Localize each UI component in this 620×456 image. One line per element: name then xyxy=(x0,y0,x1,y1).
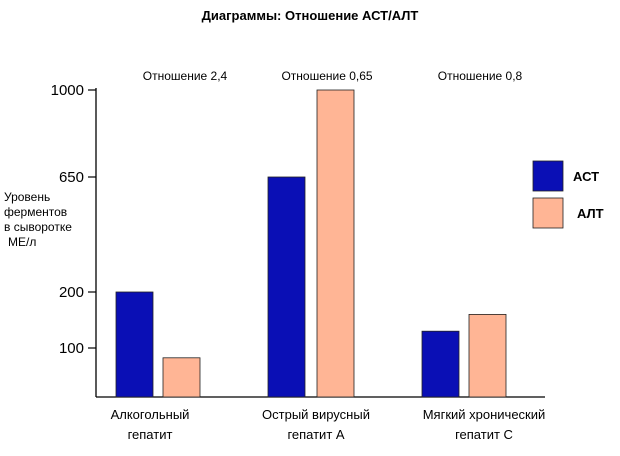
legend: АСТ АЛТ xyxy=(532,160,604,229)
bar-АСТ-1 xyxy=(267,176,306,398)
y-axis-label-line-2: ферментов xyxy=(4,205,67,219)
y-axis-label-line-3: в сыворотке xyxy=(4,220,72,234)
legend-label-АЛТ: АЛТ xyxy=(577,206,604,221)
labels: 100 200 650 1000 Отношение 2,4 Отношение 0,65… xyxy=(51,69,546,442)
bars xyxy=(115,89,507,398)
y-tick-label-200: 200 xyxy=(59,284,84,301)
ratio-label-1: Отношение 0,65 xyxy=(281,69,372,83)
y-axis-label-line-4: МЕ/л xyxy=(8,235,36,249)
category-label-1-line-0: Острый вирусный xyxy=(262,407,370,422)
category-label-0-line-1: гепатит xyxy=(128,427,173,442)
category-label-1-line-1: гепатит А xyxy=(287,427,344,442)
y-tick-label-100: 100 xyxy=(59,340,84,357)
bar-АСТ-2 xyxy=(421,330,460,398)
chart-title: Диаграммы: Отношение АСТ/АЛТ xyxy=(202,8,419,23)
bar-АЛТ-2 xyxy=(468,313,507,398)
ratio-label-2: Отношение 0,8 xyxy=(438,69,523,83)
y-axis-label: Уровень ферментов в сыворотке МЕ/л xyxy=(4,190,72,249)
category-label-2-line-0: Мягкий хронический xyxy=(423,407,546,422)
legend-label-АСТ: АСТ xyxy=(573,169,599,184)
bar-АЛТ-1 xyxy=(316,89,355,398)
y-tick-label-650: 650 xyxy=(59,169,84,186)
bar-АЛТ-0 xyxy=(162,357,201,398)
y-axis-label-line-1: Уровень xyxy=(4,190,50,204)
legend-swatch-АСТ xyxy=(532,160,564,192)
category-label-2-line-1: гепатит С xyxy=(455,427,513,442)
legend-swatch-АЛТ xyxy=(532,197,564,229)
y-tick-label-1000: 1000 xyxy=(51,82,84,99)
ratio-label-0: Отношение 2,4 xyxy=(143,69,228,83)
category-label-0-line-0: Алкогольный xyxy=(111,407,190,422)
bar-АСТ-0 xyxy=(115,291,154,398)
